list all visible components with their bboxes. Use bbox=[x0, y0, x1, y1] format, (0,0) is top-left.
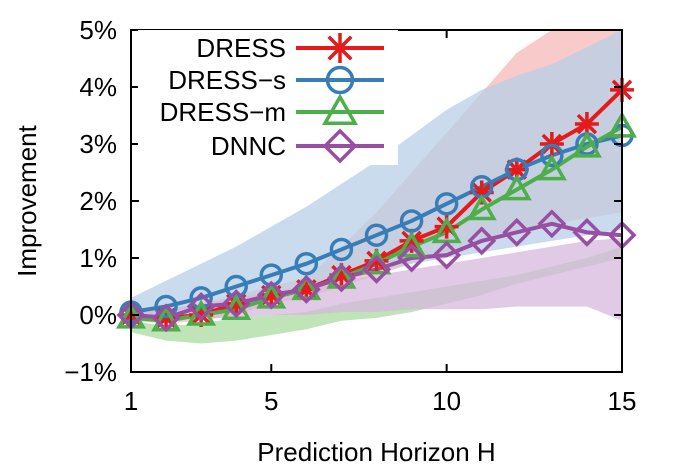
x-tick-label: 5 bbox=[264, 386, 278, 416]
data-point-1-4 bbox=[224, 291, 249, 316]
data-point-4-14 bbox=[572, 217, 602, 247]
data-point-3-11 bbox=[466, 194, 497, 221]
y-tick-label: 4% bbox=[79, 72, 117, 102]
data-point-1-6 bbox=[294, 277, 319, 302]
legend-background bbox=[138, 30, 398, 165]
data-point-1-12 bbox=[504, 157, 529, 182]
legend-marker-2 bbox=[325, 65, 355, 95]
data-point-2-10 bbox=[434, 192, 459, 216]
data-point-4-2 bbox=[151, 303, 181, 333]
data-point-2-6 bbox=[294, 251, 319, 276]
data-point-3-14 bbox=[571, 131, 602, 158]
data-point-3-7 bbox=[326, 262, 357, 289]
data-point-1-11 bbox=[469, 180, 494, 205]
data-point-3-9 bbox=[396, 231, 427, 258]
data-point-4-7 bbox=[326, 263, 356, 293]
legend-label-3: DRESS−m bbox=[160, 97, 286, 127]
data-point-1-8 bbox=[364, 248, 389, 273]
legend-marker-3 bbox=[321, 93, 359, 125]
data-point-2-8 bbox=[364, 223, 389, 247]
data-point-2-7 bbox=[329, 237, 354, 262]
y-tick-label: −1% bbox=[64, 357, 117, 387]
y-tick-label: 3% bbox=[79, 129, 117, 159]
x-axis-label: Prediction Horizon H bbox=[257, 437, 495, 467]
data-point-1-5 bbox=[259, 283, 284, 308]
data-point-4-13 bbox=[537, 209, 567, 239]
data-point-4-4 bbox=[221, 289, 251, 319]
data-point-4-8 bbox=[362, 254, 391, 284]
legend-marker-4 bbox=[322, 128, 358, 164]
data-point-2-3 bbox=[189, 286, 213, 310]
data-point-4-10 bbox=[432, 240, 462, 270]
y-tick-label: 5% bbox=[79, 15, 117, 45]
data-point-1-3 bbox=[189, 303, 214, 327]
series-line-2 bbox=[130, 133, 623, 315]
data-point-1-10 bbox=[434, 214, 459, 239]
band-3 bbox=[131, 246, 622, 344]
x-tick-label: 1 bbox=[124, 386, 138, 416]
y-tick-label: 2% bbox=[79, 186, 117, 216]
data-point-1-9 bbox=[399, 228, 424, 253]
data-point-3-6 bbox=[291, 273, 322, 301]
y-axis-ticks: −1% 0% 1% 2% 3% 4% 5% bbox=[64, 15, 622, 387]
y-tick-label: 0% bbox=[79, 300, 117, 330]
data-point-4-11 bbox=[467, 226, 497, 256]
data-point-3-13 bbox=[536, 154, 567, 181]
y-tick-label: 1% bbox=[79, 243, 117, 273]
data-point-4-12 bbox=[502, 217, 532, 247]
x-tick-label: 10 bbox=[432, 386, 461, 416]
data-point-4-6 bbox=[291, 274, 321, 304]
legend-label-4: DNNC bbox=[211, 131, 286, 161]
series-markers bbox=[115, 77, 638, 333]
data-point-1-7 bbox=[329, 263, 354, 288]
data-point-1-14 bbox=[574, 112, 599, 137]
data-point-2-13 bbox=[540, 143, 564, 168]
legend-marker-1 bbox=[325, 33, 355, 63]
data-point-4-3 bbox=[186, 291, 216, 321]
x-tick-label: 15 bbox=[608, 386, 637, 416]
legend-label-2: DRESS−s bbox=[168, 65, 286, 95]
y-axis-label: Improvement bbox=[12, 124, 42, 276]
data-point-2-2 bbox=[154, 294, 178, 319]
band-2 bbox=[131, 30, 622, 318]
data-point-3-12 bbox=[501, 174, 532, 201]
data-point-2-9 bbox=[399, 209, 424, 233]
data-point-4-5 bbox=[256, 280, 286, 310]
data-point-4-9 bbox=[397, 243, 427, 273]
legend-label-1: DRESS bbox=[196, 33, 286, 63]
